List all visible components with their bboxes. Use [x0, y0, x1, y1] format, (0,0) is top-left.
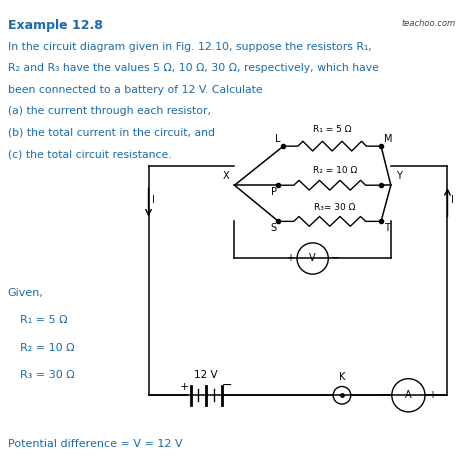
- Text: +: +: [428, 390, 436, 400]
- Text: Y: Y: [396, 171, 401, 182]
- Text: In the circuit diagram given in Fig. 12.10, suppose the resistors R₁,: In the circuit diagram given in Fig. 12.…: [8, 42, 372, 52]
- Text: X: X: [223, 171, 229, 182]
- Text: +: +: [180, 383, 189, 392]
- Text: 12 V: 12 V: [194, 370, 218, 380]
- Text: S: S: [270, 223, 276, 233]
- Text: −: −: [380, 390, 389, 400]
- Text: Example 12.8: Example 12.8: [8, 19, 103, 32]
- Text: −: −: [221, 379, 232, 392]
- Text: L: L: [275, 134, 281, 144]
- Text: M: M: [384, 134, 392, 144]
- Text: R₁ = 5 Ω: R₁ = 5 Ω: [313, 126, 351, 135]
- Text: I: I: [451, 195, 454, 205]
- Text: −: −: [331, 254, 341, 264]
- Text: +: +: [286, 254, 294, 264]
- Text: Potential difference = V = 12 V: Potential difference = V = 12 V: [8, 439, 182, 449]
- Text: K: K: [339, 372, 345, 382]
- Text: R₂ = 10 Ω: R₂ = 10 Ω: [312, 166, 357, 175]
- Text: teachoo.com: teachoo.com: [401, 19, 456, 28]
- Text: T: T: [384, 223, 390, 233]
- Text: R₁ = 5 Ω: R₁ = 5 Ω: [19, 315, 67, 325]
- Text: R₂ = 10 Ω: R₂ = 10 Ω: [19, 343, 74, 353]
- Text: V: V: [310, 254, 316, 264]
- Text: (b) the total current in the circuit, and: (b) the total current in the circuit, an…: [8, 128, 215, 137]
- Text: R₂ and R₃ have the values 5 Ω, 10 Ω, 30 Ω, respectively, which have: R₂ and R₃ have the values 5 Ω, 10 Ω, 30 …: [8, 63, 379, 73]
- Text: been connected to a battery of 12 V. Calculate: been connected to a battery of 12 V. Cal…: [8, 84, 263, 95]
- Text: I: I: [153, 195, 155, 205]
- Text: P: P: [271, 187, 276, 197]
- Text: A: A: [405, 390, 412, 400]
- Text: (c) the total circuit resistance.: (c) the total circuit resistance.: [8, 149, 172, 159]
- Text: (a) the current through each resistor,: (a) the current through each resistor,: [8, 106, 211, 116]
- Text: R₃= 30 Ω: R₃= 30 Ω: [314, 202, 356, 211]
- Text: Given,: Given,: [8, 288, 44, 298]
- Text: R₃ = 30 Ω: R₃ = 30 Ω: [19, 370, 74, 380]
